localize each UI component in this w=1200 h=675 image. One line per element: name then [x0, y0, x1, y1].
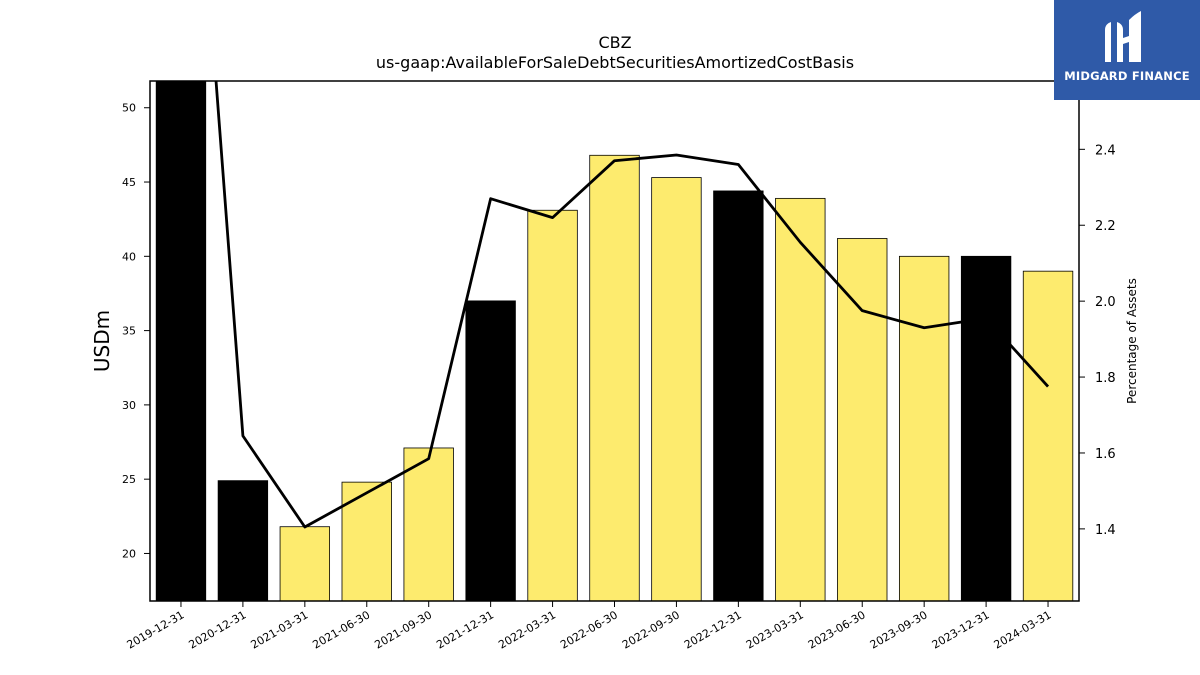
series-line	[214, 81, 1050, 529]
y2-tick-label: 2.0	[1095, 295, 1116, 310]
bar	[775, 197, 826, 602]
x-tick-label: 2021-12-31	[434, 608, 496, 651]
bar	[527, 209, 578, 602]
bar	[341, 481, 392, 602]
y2-tick-label: 1.6	[1095, 447, 1116, 462]
bar	[713, 190, 764, 602]
y2-tick-label: 2.4	[1095, 143, 1116, 158]
x-tick-label: 2022-09-30	[620, 608, 682, 651]
y-tick-label: 20	[122, 547, 136, 560]
y-tick-label: 25	[122, 473, 136, 486]
x-tick-label: 2022-03-31	[496, 608, 558, 651]
logo-text: MIDGARD FINANCE	[1064, 69, 1190, 83]
y2-tick-label: 2.2	[1095, 219, 1116, 234]
bar	[898, 255, 950, 602]
bar	[837, 238, 888, 602]
x-tick-label: 2021-09-30	[372, 608, 434, 651]
x-tick-label: 2019-12-31	[125, 608, 187, 651]
x-axis: 2019-12-31 2020-12-31 2021-03-31 2021-06-30…	[125, 601, 1054, 652]
bar	[1022, 270, 1074, 602]
bar	[465, 300, 516, 602]
logo: MIDGARD FINANCE	[1054, 0, 1200, 100]
bars	[155, 80, 1074, 602]
x-tick-label: 2023-06-30	[806, 608, 868, 651]
bar	[960, 255, 1012, 602]
x-tick-label: 2023-12-31	[930, 608, 992, 651]
x-tick-label: 2020-12-31	[187, 608, 249, 651]
y-tick-label: 45	[122, 176, 136, 189]
chart-subtitle: us-gaap:AvailableForSaleDebtSecuritiesAm…	[376, 53, 854, 72]
line-series	[214, 81, 1050, 529]
bar	[651, 177, 702, 602]
y-axis-label: USDm	[90, 310, 114, 372]
bar	[403, 447, 454, 602]
bar	[589, 154, 640, 602]
x-tick-label: 2022-06-30	[558, 608, 620, 651]
y-axis: 20 25 30 35 40 45 50	[122, 102, 150, 560]
chart-title: CBZ	[598, 33, 631, 52]
x-tick-label: 2023-09-30	[868, 608, 930, 651]
y-tick-label: 40	[122, 250, 136, 263]
y2-tick-label: 1.8	[1095, 371, 1116, 386]
x-tick-label: 2022-12-31	[682, 608, 744, 651]
y2-axis-label: Percentage of Assets	[1125, 278, 1139, 404]
y-tick-label: 35	[122, 325, 136, 338]
x-tick-label: 2024-03-31	[992, 608, 1054, 651]
bar	[217, 480, 269, 602]
y2-tick-label: 1.4	[1095, 523, 1116, 538]
y-tick-label: 30	[122, 399, 136, 412]
x-tick-label: 2021-06-30	[310, 608, 372, 651]
bar	[155, 80, 207, 602]
logo-icon	[1105, 11, 1141, 62]
bar	[279, 526, 331, 602]
x-tick-label: 2023-03-31	[744, 608, 806, 651]
y-tick-label: 50	[122, 102, 136, 115]
x-tick-label: 2021-03-31	[248, 608, 310, 651]
y2-axis: 1.4 1.6 1.8 2.0 2.2 2.4	[1079, 143, 1116, 538]
